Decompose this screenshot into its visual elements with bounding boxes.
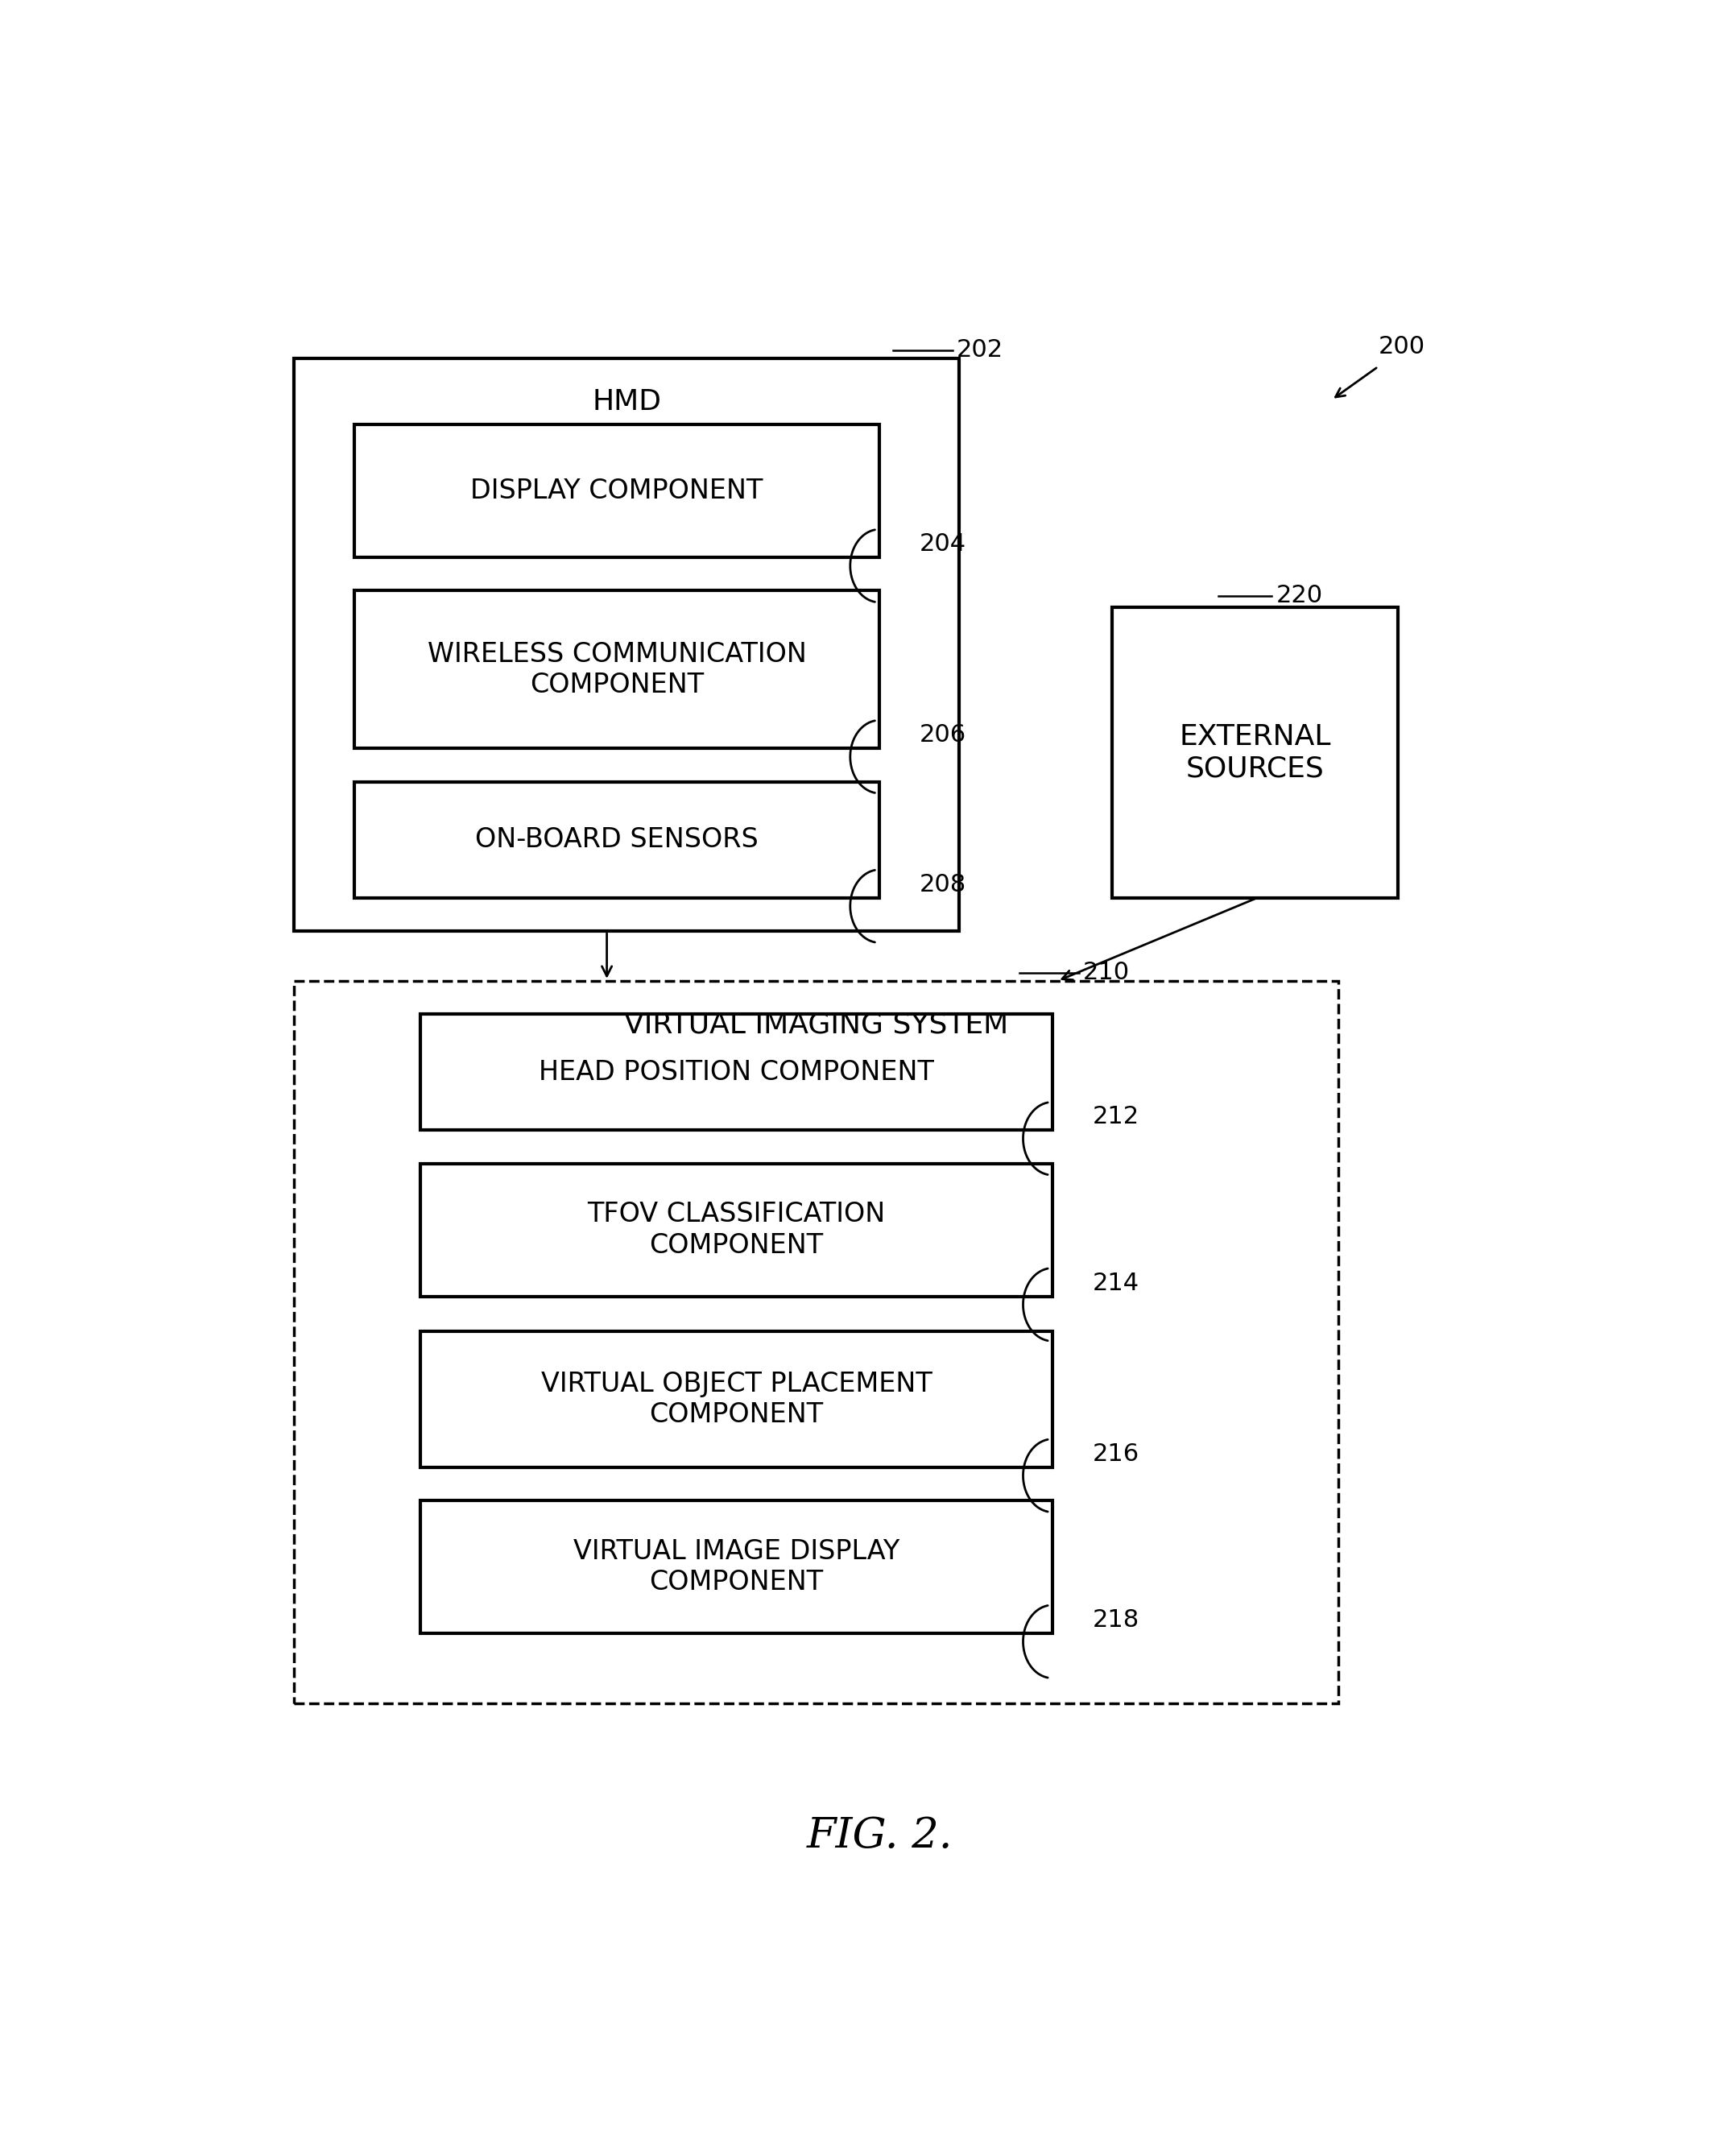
Text: 216: 216 xyxy=(1093,1442,1139,1466)
FancyBboxPatch shape xyxy=(420,1164,1052,1296)
Text: 210: 210 xyxy=(1083,962,1129,985)
Text: 204: 204 xyxy=(920,533,966,556)
Text: 200: 200 xyxy=(1378,334,1424,358)
Text: 220: 220 xyxy=(1275,584,1323,608)
Text: TFOV CLASSIFICATION
COMPONENT: TFOV CLASSIFICATION COMPONENT xyxy=(587,1201,885,1259)
Text: DISPLAY COMPONENT: DISPLAY COMPONENT xyxy=(470,479,764,505)
Text: WIRELESS COMMUNICATION
COMPONENT: WIRELESS COMMUNICATION COMPONENT xyxy=(427,640,807,699)
Text: 208: 208 xyxy=(920,873,966,897)
Text: VIRTUAL IMAGE DISPLAY
COMPONENT: VIRTUAL IMAGE DISPLAY COMPONENT xyxy=(573,1537,899,1595)
FancyBboxPatch shape xyxy=(420,1501,1052,1634)
FancyBboxPatch shape xyxy=(295,358,959,931)
Text: FIG. 2.: FIG. 2. xyxy=(807,1815,952,1856)
Text: 218: 218 xyxy=(1093,1608,1139,1632)
FancyBboxPatch shape xyxy=(1112,608,1399,897)
Text: VIRTUAL IMAGING SYSTEM: VIRTUAL IMAGING SYSTEM xyxy=(625,1011,1009,1039)
Text: 214: 214 xyxy=(1093,1272,1139,1296)
FancyBboxPatch shape xyxy=(353,425,879,558)
FancyBboxPatch shape xyxy=(420,1013,1052,1130)
Text: EXTERNAL
SOURCES: EXTERNAL SOURCES xyxy=(1179,722,1332,783)
FancyBboxPatch shape xyxy=(353,591,879,748)
Text: VIRTUAL OBJECT PLACEMENT
COMPONENT: VIRTUAL OBJECT PLACEMENT COMPONENT xyxy=(541,1371,932,1427)
FancyBboxPatch shape xyxy=(295,981,1338,1703)
Text: 206: 206 xyxy=(920,724,966,746)
Text: 212: 212 xyxy=(1093,1106,1139,1130)
Text: ON-BOARD SENSORS: ON-BOARD SENSORS xyxy=(475,826,758,854)
Text: 202: 202 xyxy=(956,338,1004,362)
Text: HMD: HMD xyxy=(592,388,661,416)
FancyBboxPatch shape xyxy=(420,1330,1052,1468)
Text: HEAD POSITION COMPONENT: HEAD POSITION COMPONENT xyxy=(539,1059,934,1084)
FancyBboxPatch shape xyxy=(353,783,879,897)
